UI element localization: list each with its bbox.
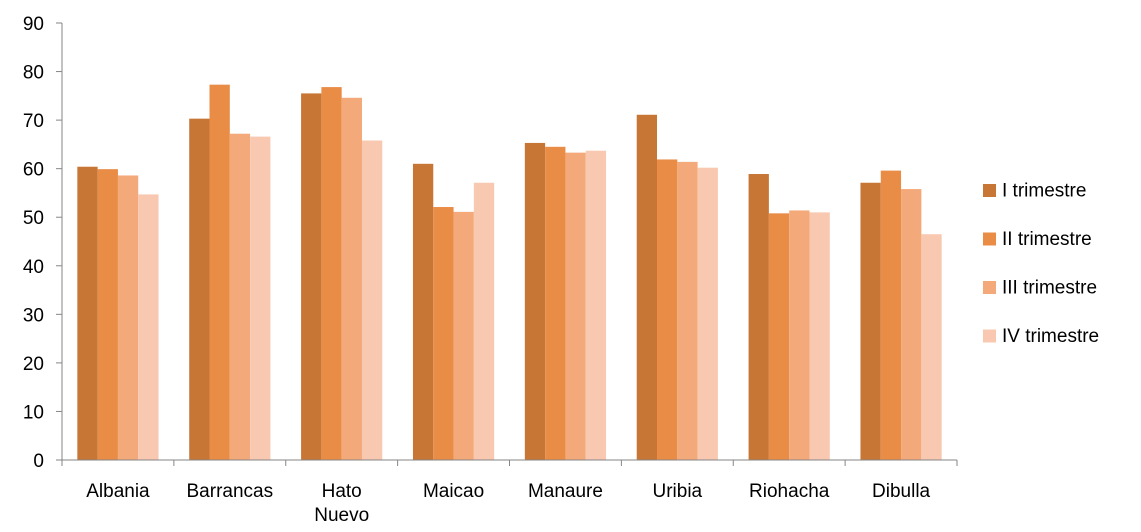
x-category-label: Barrancas	[187, 481, 274, 502]
bar-3-4	[453, 211, 474, 460]
bar-3-1	[117, 175, 139, 460]
bar-2-4	[433, 207, 454, 460]
y-tick-label: 30	[23, 305, 44, 326]
legend-label-4: IV trimestre	[1002, 326, 1099, 347]
bar-4-7	[809, 212, 830, 460]
bar-1-2	[189, 118, 210, 460]
bar-3-3	[341, 97, 362, 460]
bar-4-3	[361, 140, 383, 460]
bar-1-7	[748, 174, 769, 460]
legend: I trimestre II trimestre III trimestre IV t…	[983, 181, 1099, 347]
bar-1-6	[636, 114, 658, 461]
legend-label-2: II trimestre	[1002, 229, 1092, 250]
bar-1-3	[301, 93, 322, 461]
x-axis: Albania Barrancas Hato Nuevo Maicao Manaure Ur…	[61, 459, 958, 526]
legend-swatch-4	[983, 329, 996, 343]
bar-1-1	[77, 166, 98, 461]
legend-label-3: III trimestre	[1002, 278, 1097, 299]
y-tick-label: 70	[23, 111, 44, 132]
bar-2-2	[209, 84, 230, 460]
bar-1-5	[524, 142, 546, 460]
bar-4-2	[250, 136, 271, 460]
bar-2-3	[321, 87, 342, 461]
bar-1-4	[412, 163, 434, 461]
bar-2-7	[768, 213, 790, 460]
legend-swatch-2	[983, 232, 996, 246]
y-tick-label: 50	[23, 208, 44, 229]
y-tick-label: 80	[23, 63, 44, 84]
legend-label-1: I trimestre	[1002, 181, 1086, 202]
bar-1-8	[860, 182, 881, 460]
bars-group	[77, 84, 942, 461]
x-category-label: Riohacha	[749, 481, 830, 502]
x-category-label: Dibulla	[872, 481, 931, 502]
x-category-label: Nuevo	[314, 505, 369, 526]
bar-2-5	[545, 146, 566, 461]
bar-4-6	[697, 167, 718, 460]
bar-3-2	[229, 133, 251, 460]
x-category-label: Albania	[86, 481, 150, 502]
y-tick-label: 90	[23, 14, 44, 35]
bar-3-5	[565, 152, 586, 461]
y-tick-label: 60	[23, 160, 44, 181]
y-tick-label: 40	[23, 257, 44, 278]
bar-4-8	[921, 234, 942, 460]
y-tick-label: 20	[23, 354, 44, 375]
bar-3-6	[677, 161, 698, 460]
bar-2-6	[657, 159, 678, 461]
bar-3-7	[789, 210, 810, 460]
legend-swatch-3	[983, 281, 996, 294]
x-category-label: Hato	[322, 481, 362, 502]
x-category-label: Uribia	[653, 481, 703, 502]
y-axis: 0 10 20 30 40 50 60 70 80 90	[23, 14, 63, 472]
bar-4-1	[138, 194, 159, 460]
y-tick-label: 0	[33, 451, 44, 472]
bar-4-4	[473, 182, 495, 460]
x-category-label: Manaure	[528, 481, 603, 502]
bar-2-8	[880, 170, 902, 460]
y-tick-label: 10	[23, 402, 44, 423]
bar-3-8	[901, 189, 922, 460]
bar-2-1	[97, 169, 118, 460]
bar-4-5	[585, 150, 607, 460]
legend-swatch-1	[983, 184, 996, 197]
x-category-label: Maicao	[423, 481, 484, 502]
